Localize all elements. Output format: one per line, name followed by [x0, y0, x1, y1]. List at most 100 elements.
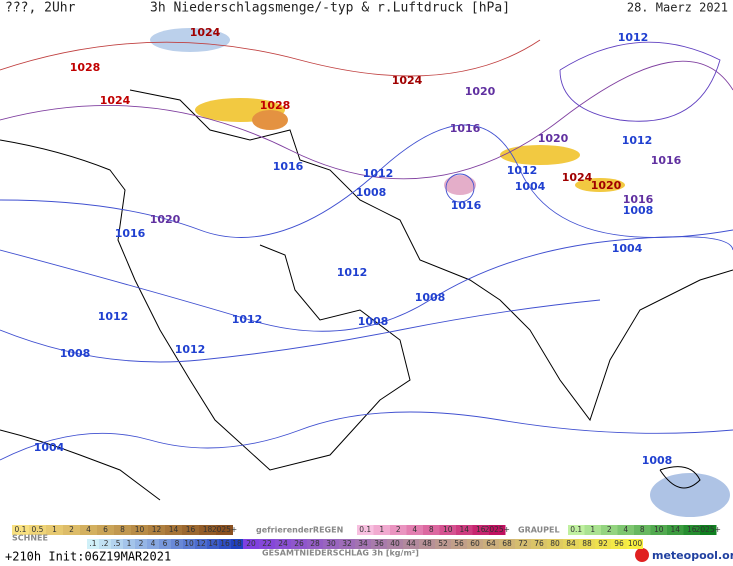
scale-label: 72: [518, 539, 528, 548]
scale-label: 8: [175, 539, 180, 548]
scale-cell: [171, 539, 183, 549]
isobar-label: 1016: [273, 160, 304, 173]
isobar-label: 1028: [260, 99, 291, 112]
scale-label: 18: [232, 539, 242, 548]
isobar-label: 1008: [642, 454, 673, 467]
scale-label: 18: [203, 525, 213, 534]
scale-cell: [46, 525, 63, 535]
scale-cell: [419, 539, 435, 549]
scale-label: 4: [623, 525, 628, 534]
scale-cell: [499, 539, 515, 549]
scale-cell: [451, 539, 467, 549]
scale-cell: [182, 525, 199, 535]
scale-label: 2: [607, 525, 612, 534]
isobar-label: 1012: [232, 313, 263, 326]
scale-label: 20: [246, 539, 256, 548]
scale-label: 8: [429, 525, 434, 534]
scale-cell: [114, 525, 131, 535]
scale-label: 2025+: [485, 525, 510, 534]
scale-label: 14: [208, 539, 218, 548]
scale-label: 48: [422, 539, 432, 548]
scale-cell: [29, 525, 46, 535]
scale-cell: [547, 539, 563, 549]
scale-label: 16: [687, 525, 697, 534]
scale-label: 0.1: [15, 525, 27, 534]
scale-cell: [357, 525, 374, 535]
isobar-label: 1012: [618, 31, 649, 44]
isobar-label: 1012: [622, 134, 653, 147]
scale-label: 14: [670, 525, 680, 534]
isobar-label: 1028: [70, 61, 101, 74]
scale-label: 24: [278, 539, 288, 548]
scale-label: 16: [186, 525, 196, 534]
isobar-label: 1020: [538, 132, 569, 145]
scale-label: .2: [101, 539, 108, 548]
scale-label: 2: [69, 525, 74, 534]
isobar-label: 1008: [415, 291, 446, 304]
scale-cell: [439, 525, 456, 535]
scale-title: GRAUPEL: [518, 526, 560, 535]
scale-cell: [472, 525, 489, 535]
scale-label: .5: [113, 539, 120, 548]
isobar-label: 1012: [175, 343, 206, 356]
scale-cell: [131, 525, 148, 535]
scale-label: 30: [326, 539, 336, 548]
scale-label: 16: [476, 525, 486, 534]
scale-cell: [483, 539, 499, 549]
scale-label: 14: [459, 525, 469, 534]
scale-cell: [627, 539, 643, 549]
header-date: 28. Maerz 2021: [627, 1, 728, 15]
scale-label: 52: [438, 539, 448, 548]
scale-label: 10: [184, 539, 194, 548]
scale-cell: [515, 539, 531, 549]
isobar-label: 1016: [651, 154, 682, 167]
scale-label: 1: [127, 539, 132, 548]
scale-label: .1: [89, 539, 96, 548]
scale-label: 2: [139, 539, 144, 548]
isobar-label: 1024: [190, 26, 221, 39]
scale-cell: [97, 525, 114, 535]
scale-cell: [373, 525, 390, 535]
scale-label: 60: [470, 539, 480, 548]
scale-title: gefrierenderREGEN: [256, 526, 343, 535]
scale-cell: [355, 539, 371, 549]
scale-cell: [207, 539, 219, 549]
scale-label: 10: [135, 525, 145, 534]
scale-cell: [147, 539, 159, 549]
scale-label: 28: [310, 539, 320, 548]
isobar-label: 1016: [623, 193, 654, 206]
logo: [635, 548, 649, 562]
isobar-label: 1008: [356, 186, 387, 199]
scale-cell: [216, 525, 233, 535]
isobar-label: 1008: [60, 347, 91, 360]
brand: meteopool.org: [652, 549, 733, 562]
isobar-label: 1012: [363, 167, 394, 180]
isobar-label: 1012: [507, 164, 538, 177]
scale-label: 32: [342, 539, 352, 548]
scale-label: 0.5: [32, 525, 44, 534]
scale-cell: [700, 525, 717, 535]
coastlines: [0, 89, 733, 501]
scale-cell: [199, 525, 216, 535]
scale-cell: [165, 525, 182, 535]
scale-label: 4: [151, 539, 156, 548]
scale-label: 56: [454, 539, 464, 548]
scale-label: 40: [390, 539, 400, 548]
run-info: +210h Init:06Z19MAR2021: [5, 550, 171, 564]
scale-cell: [87, 539, 99, 549]
scale-cell: [111, 539, 123, 549]
isobar-label: 1024: [392, 74, 423, 87]
scale-cell: [423, 525, 440, 535]
scale-cell: [195, 539, 207, 549]
scale-label: 80: [550, 539, 560, 548]
scale-cell: [291, 539, 307, 549]
scale-cell: [563, 539, 579, 549]
scale-title: SCHNEE: [12, 534, 48, 543]
scale-label: 36: [374, 539, 384, 548]
scale-cell: [275, 539, 291, 549]
scale-label: 12: [152, 525, 162, 534]
scale-label: 100: [628, 539, 643, 548]
scale-cell: [489, 525, 506, 535]
scale-cell: [579, 539, 595, 549]
